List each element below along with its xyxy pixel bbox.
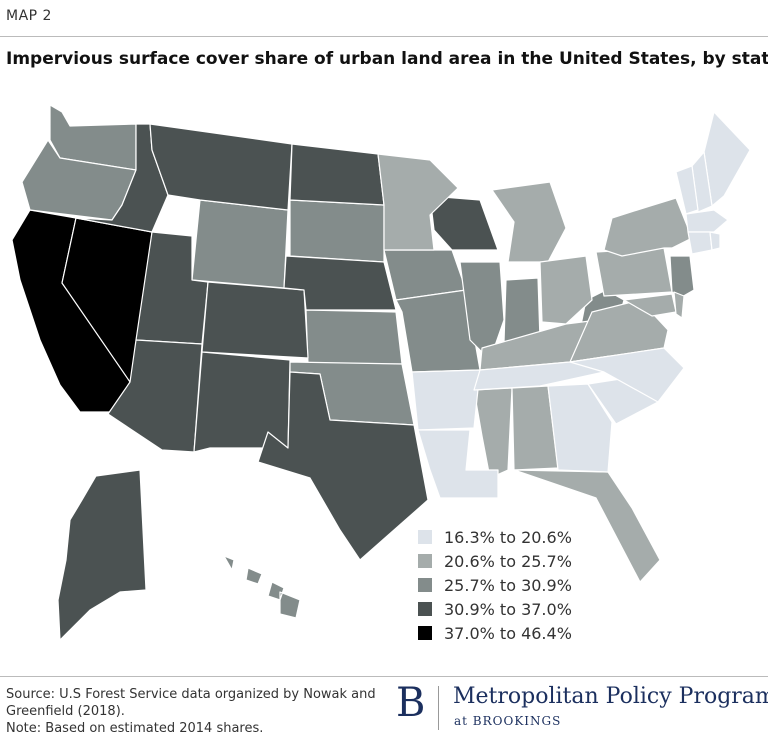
logo-divider <box>438 686 439 730</box>
state-nd <box>289 143 385 206</box>
legend-swatch <box>418 602 432 616</box>
state-ks <box>305 309 403 365</box>
legend-item: 16.3% to 20.6% <box>418 525 572 549</box>
map-kicker: MAP 2 <box>6 8 52 24</box>
state-ak <box>57 469 147 641</box>
legend-label: 30.9% to 37.0% <box>444 599 572 619</box>
legend-swatch <box>418 626 432 640</box>
map-title: Impervious surface cover share of urban … <box>6 49 768 69</box>
state-ri <box>709 231 721 251</box>
state-ne <box>283 255 397 311</box>
state-co <box>201 281 309 359</box>
program-affiliation: at BROOKINGS <box>454 714 562 728</box>
state-ms <box>473 387 513 479</box>
state-ny <box>603 197 693 257</box>
brookings-logo-letter: B <box>396 680 426 726</box>
state-nm <box>193 351 291 453</box>
state-me <box>703 111 751 207</box>
legend-swatch <box>418 530 432 544</box>
legend-label: 25.7% to 30.9% <box>444 575 572 595</box>
source-note: Source: U.S Forest Service data organize… <box>6 686 396 737</box>
state-ma <box>685 209 729 233</box>
state-wi <box>429 195 499 251</box>
state-de <box>673 291 685 319</box>
state-az <box>107 339 203 453</box>
legend-label: 16.3% to 20.6% <box>444 527 572 547</box>
legend: 16.3% to 20.6% 20.6% to 25.7% 25.7% to 3… <box>418 525 572 645</box>
state-mn <box>377 153 459 251</box>
top-divider <box>0 36 768 37</box>
state-wy <box>191 199 289 289</box>
state-il <box>459 261 505 361</box>
source-text: Source: U.S Forest Service data organize… <box>6 687 376 719</box>
program-name: Metropolitan Policy Program <box>453 684 768 709</box>
state-pa <box>595 247 673 297</box>
state-oh <box>539 255 593 325</box>
state-la <box>417 429 499 499</box>
state-nc <box>569 347 685 403</box>
note-text: Note: Based on estimated 2014 shares. <box>6 721 264 736</box>
state-vt <box>675 165 699 215</box>
state-mi <box>491 181 567 263</box>
state-ct <box>687 231 713 255</box>
legend-swatch <box>418 554 432 568</box>
legend-label: 20.6% to 25.7% <box>444 551 572 571</box>
state-mt <box>149 123 293 211</box>
state-hi <box>223 555 301 619</box>
legend-swatch <box>418 578 432 592</box>
state-sd <box>289 199 385 263</box>
state-tx <box>257 371 429 561</box>
legend-item: 30.9% to 37.0% <box>418 597 572 621</box>
footer-divider <box>0 676 768 677</box>
legend-item: 37.0% to 46.4% <box>418 621 572 645</box>
legend-item: 20.6% to 25.7% <box>418 549 572 573</box>
state-ar <box>411 369 481 431</box>
state-nj <box>669 255 695 299</box>
state-ga <box>547 383 613 473</box>
legend-label: 37.0% to 46.4% <box>444 623 572 643</box>
legend-item: 25.7% to 30.9% <box>418 573 572 597</box>
